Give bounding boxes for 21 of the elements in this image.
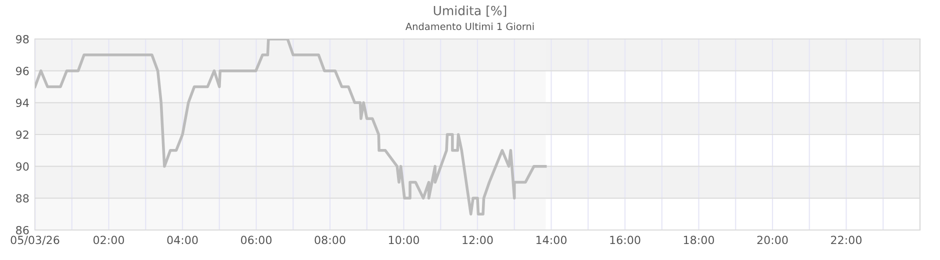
y-tick-label: 86	[16, 226, 29, 234]
x-tick-label: 22:00	[831, 236, 862, 244]
y-tick-label: 98	[16, 34, 29, 44]
y-tick-label: 94	[16, 98, 29, 108]
x-tick-label: 12:00	[462, 236, 493, 244]
x-tick-label: 14:00	[536, 236, 567, 244]
x-tick-label: 06:00	[240, 236, 272, 244]
x-tick-label: 04:00	[167, 236, 198, 244]
x-tick-label: 05/03/26	[10, 236, 60, 246]
x-tick-label: 18:00	[684, 236, 714, 244]
x-tick-label: 16:00	[610, 236, 640, 244]
x-tick-label: 08:00	[314, 236, 346, 244]
chart-subtitle: Andamento Ultimi 1 Giorni	[406, 22, 534, 30]
y-tick-label: 88	[16, 194, 29, 203]
x-tick-label: 20:00	[757, 236, 788, 244]
y-tick-label: 90	[16, 162, 29, 171]
y-tick-label: 96	[16, 66, 29, 76]
x-tick-label: 10:00	[388, 236, 420, 244]
x-tick-label: 02:00	[93, 236, 124, 244]
chart-title: Umidita [%]	[434, 6, 506, 17]
y-tick-label: 92	[16, 130, 28, 139]
